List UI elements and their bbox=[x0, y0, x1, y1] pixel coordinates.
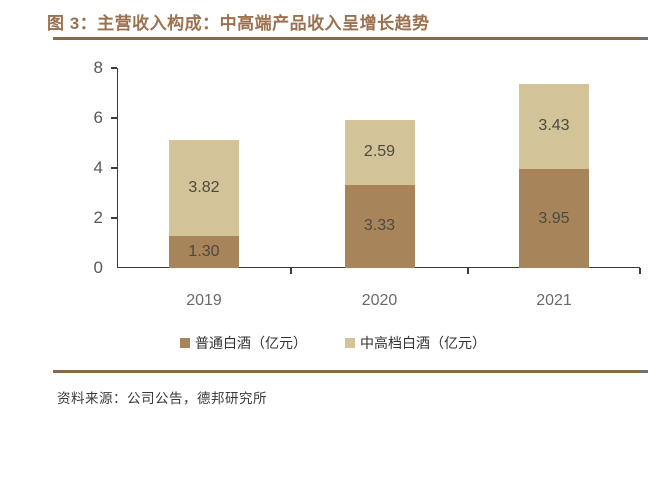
bar-segment bbox=[169, 140, 239, 236]
bar-segment bbox=[344, 120, 415, 185]
y-tick-label: 0 bbox=[93, 258, 103, 277]
source-note: 资料来源：公司公告，德邦研究所 bbox=[57, 391, 267, 406]
x-tick-mark bbox=[290, 268, 292, 274]
bar-value-label: 2.59 bbox=[363, 143, 396, 161]
bar-segment bbox=[344, 184, 415, 268]
bar-segment bbox=[519, 83, 589, 170]
y-tick-label: 8 bbox=[93, 58, 103, 77]
legend-label: 中高档白酒（亿元） bbox=[360, 335, 486, 351]
bar-value-label: 1.30 bbox=[188, 242, 220, 260]
legend-swatch-icon bbox=[180, 338, 190, 348]
bar-value-label: 3.95 bbox=[538, 209, 570, 227]
bar-value-label: 3.82 bbox=[188, 178, 220, 196]
title-separator-rule bbox=[53, 37, 648, 40]
figure-title: 图 3：主营收入构成：中高端产品收入呈增长趋势 bbox=[47, 14, 430, 33]
legend-label: 普通白酒（亿元） bbox=[195, 335, 307, 351]
legend-item: 普通白酒（亿元） bbox=[180, 333, 307, 353]
y-tick-mark bbox=[111, 67, 117, 69]
bar-value-label: 3.43 bbox=[538, 117, 570, 135]
category-label: 2020 bbox=[361, 292, 398, 309]
bar-segment bbox=[519, 169, 589, 268]
y-tick-mark bbox=[111, 117, 117, 119]
chart-legend: 普通白酒（亿元） 中高档白酒（亿元） bbox=[180, 333, 486, 353]
y-tick-mark bbox=[111, 167, 117, 169]
bar-value-label: 3.33 bbox=[363, 217, 396, 235]
y-tick-label: 2 bbox=[93, 208, 103, 227]
y-tick-label: 4 bbox=[93, 158, 103, 177]
category-label: 2021 bbox=[536, 292, 572, 309]
bar-segment bbox=[169, 235, 239, 268]
x-tick-mark bbox=[467, 268, 469, 274]
legend-item: 中高档白酒（亿元） bbox=[345, 333, 486, 353]
source-separator-rule bbox=[53, 370, 648, 373]
legend-swatch-icon bbox=[345, 338, 355, 348]
y-tick-mark bbox=[111, 217, 117, 219]
y-tick-label: 6 bbox=[93, 108, 103, 127]
x-tick-mark bbox=[639, 268, 641, 274]
category-label: 2019 bbox=[186, 292, 222, 309]
